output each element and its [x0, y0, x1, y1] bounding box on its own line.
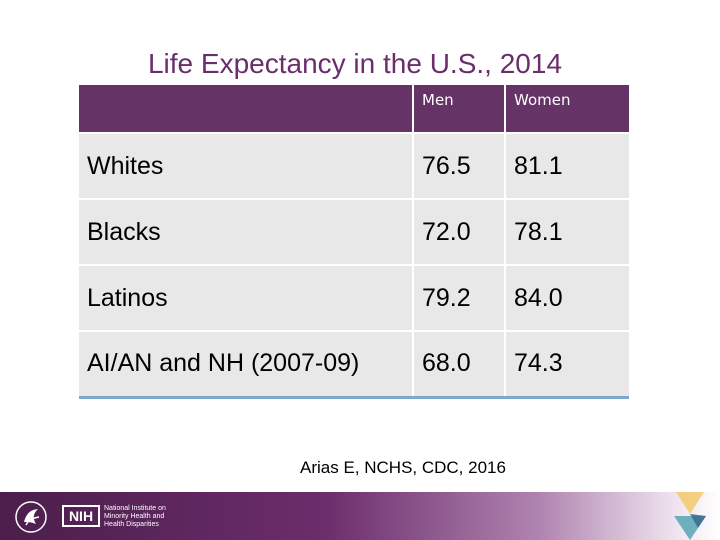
header-cell-group [79, 85, 413, 133]
table-row: Whites 76.5 81.1 [79, 132, 629, 199]
nih-institute-name: National Institute on Minority Health an… [104, 505, 166, 528]
table-header-row: Men Women [79, 85, 629, 133]
row-women-value: 81.1 [504, 132, 629, 199]
table-row: Latinos 79.2 84.0 [79, 264, 629, 331]
footer-bar [0, 492, 720, 540]
table-row: Blacks 72.0 78.1 [79, 198, 629, 265]
row-women-value: 84.0 [504, 264, 629, 331]
header-cell-women: Women [504, 85, 629, 133]
nih-logo: NIH [62, 505, 100, 527]
source-citation: Arias E, NCHS, CDC, 2016 [300, 458, 506, 477]
life-expectancy-table: Men Women Whites 76.5 81.1 Blacks 72.0 7… [79, 85, 629, 399]
header-cell-men: Men [412, 85, 505, 133]
row-group-label: Blacks [79, 198, 413, 265]
row-women-value: 74.3 [504, 330, 629, 399]
row-women-value: 78.1 [504, 198, 629, 265]
decorative-triangles-icon [674, 492, 706, 540]
row-men-value: 68.0 [412, 330, 505, 399]
row-men-value: 76.5 [412, 132, 505, 199]
row-group-label: Whites [79, 132, 413, 199]
row-men-value: 72.0 [412, 198, 505, 265]
table-row: AI/AN and NH (2007-09) 68.0 74.3 [79, 330, 629, 399]
hhs-eagle-logo-icon [15, 501, 47, 533]
slide-title: Life Expectancy in the U.S., 2014 [147, 48, 563, 79]
row-men-value: 79.2 [412, 264, 505, 331]
row-group-label: AI/AN and NH (2007-09) [79, 330, 413, 399]
row-group-label: Latinos [79, 264, 413, 331]
